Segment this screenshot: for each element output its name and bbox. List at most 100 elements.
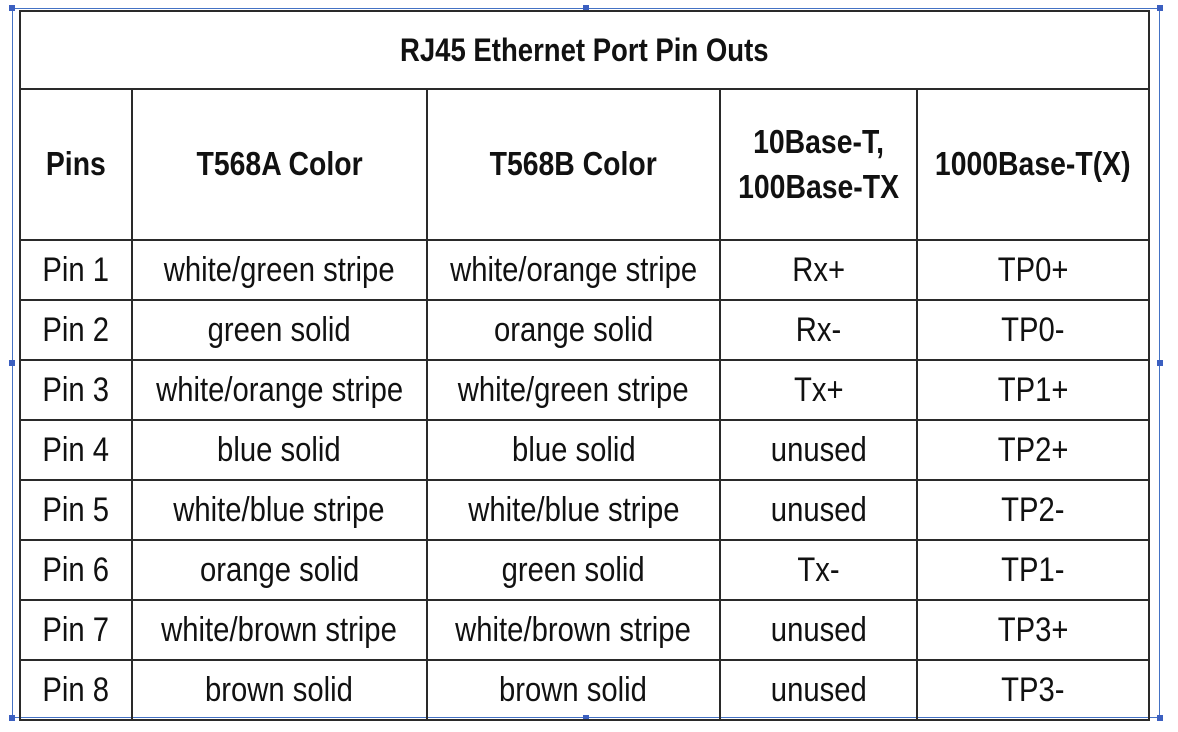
- table-cell: Pin 4: [19, 419, 133, 481]
- cell-text: TP0-: [1001, 310, 1065, 349]
- cell-text: Rx+: [792, 250, 846, 289]
- table-cell: brown solid: [425, 659, 722, 721]
- column-header: 1000Base-T(X): [916, 88, 1150, 241]
- table-cell: white/brown stripe: [130, 599, 428, 661]
- table-cell: unused: [719, 479, 919, 541]
- table-cell: orange solid: [130, 539, 428, 601]
- table-cell: Rx+: [719, 239, 919, 301]
- cell-text: white/brown stripe: [455, 610, 692, 649]
- column-header-text: T568B Color: [489, 145, 658, 183]
- table-cell: Pin 2: [19, 299, 133, 361]
- cell-text: orange solid: [199, 550, 359, 589]
- table-row: Pin 6 orange solid green solid Tx- TP1-: [19, 539, 1150, 601]
- column-header-text: 1000Base-T(X): [935, 145, 1131, 183]
- cell-text: blue solid: [511, 430, 636, 469]
- table-cell: Pin 7: [19, 599, 133, 661]
- table-row: Pin 5 white/blue stripe white/blue stripe u…: [19, 479, 1150, 541]
- table-cell: Pin 5: [19, 479, 133, 541]
- table-title-text: RJ45 Ethernet Port Pin Outs: [400, 31, 769, 68]
- table-cell: white/brown stripe: [425, 599, 722, 661]
- table-cell: TP1-: [916, 539, 1150, 601]
- table-row: Pin 2 green solid orange solid Rx- TP0-: [19, 299, 1150, 361]
- cell-text: unused: [770, 670, 867, 709]
- cell-text: blue solid: [217, 430, 341, 469]
- cell-text: TP0+: [997, 250, 1069, 289]
- cell-text: Pin 5: [42, 490, 110, 529]
- column-header-text: Pins: [45, 145, 106, 183]
- table-cell: Tx+: [719, 359, 919, 421]
- pinout-table: RJ45 Ethernet Port Pin Outs Pins T568A Co…: [19, 10, 1150, 721]
- table-cell: TP2+: [916, 419, 1150, 481]
- cell-text: Pin 3: [42, 370, 110, 409]
- cell-text: brown solid: [205, 670, 354, 709]
- cell-text: TP3-: [1001, 670, 1065, 709]
- cell-text: green solid: [207, 310, 351, 349]
- table-cell: TP0-: [916, 299, 1150, 361]
- table-cell: brown solid: [130, 659, 428, 721]
- table-cell: green solid: [130, 299, 428, 361]
- cell-text: Pin 8: [42, 670, 110, 709]
- table-cell: Tx-: [719, 539, 919, 601]
- resize-handle-bottom-right[interactable]: [1157, 715, 1163, 721]
- table-cell: orange solid: [425, 299, 722, 361]
- cell-text: TP2+: [997, 430, 1069, 469]
- table-cell: TP2-: [916, 479, 1150, 541]
- table-cell: white/blue stripe: [130, 479, 428, 541]
- table-cell: unused: [719, 599, 919, 661]
- table-cell: TP3+: [916, 599, 1150, 661]
- cell-text: white/blue stripe: [173, 490, 385, 529]
- resize-handle-top-left[interactable]: [9, 5, 15, 11]
- column-header-text: 10Base-T, 100Base-TX: [738, 122, 900, 205]
- cell-text: Pin 7: [42, 610, 110, 649]
- table-title: RJ45 Ethernet Port Pin Outs: [19, 10, 1150, 90]
- table-cell: TP3-: [916, 659, 1150, 721]
- table-row: Pin 8 brown solid brown solid unused TP3-: [19, 659, 1150, 721]
- cell-text: orange solid: [493, 310, 654, 349]
- table-cell: white/orange stripe: [425, 239, 722, 301]
- cell-text: brown solid: [499, 670, 648, 709]
- column-header: Pins: [19, 88, 133, 241]
- table-row: Pin 3 white/orange stripe white/green stri…: [19, 359, 1150, 421]
- cell-text: Pin 2: [42, 310, 110, 349]
- cell-text: Tx-: [797, 550, 840, 589]
- cell-text: TP2-: [1001, 490, 1065, 529]
- table-cell: blue solid: [425, 419, 722, 481]
- cell-text: Pin 6: [42, 550, 110, 589]
- table-cell: Pin 6: [19, 539, 133, 601]
- cell-text: white/brown stripe: [161, 610, 397, 649]
- cell-text: Tx+: [793, 370, 844, 409]
- table-cell: TP1+: [916, 359, 1150, 421]
- cell-text: unused: [770, 430, 867, 469]
- cell-text: unused: [770, 490, 867, 529]
- column-header: 10Base-T, 100Base-TX: [719, 88, 919, 241]
- table-cell: white/green stripe: [130, 239, 428, 301]
- resize-handle-top-right[interactable]: [1157, 5, 1163, 11]
- table-cell: Pin 1: [19, 239, 133, 301]
- table-cell: blue solid: [130, 419, 428, 481]
- table-cell: white/green stripe: [425, 359, 722, 421]
- column-header: T568A Color: [130, 88, 428, 241]
- cell-text: green solid: [501, 550, 645, 589]
- cell-text: white/orange stripe: [449, 250, 697, 289]
- cell-text: Pin 1: [42, 250, 110, 289]
- table-cell: white/orange stripe: [130, 359, 428, 421]
- table-cell: TP0+: [916, 239, 1150, 301]
- table-cell: green solid: [425, 539, 722, 601]
- table-cell: unused: [719, 659, 919, 721]
- resize-handle-top-center[interactable]: [583, 5, 589, 11]
- table-row: Pin 7 white/brown stripe white/brown strip…: [19, 599, 1150, 661]
- cell-text: unused: [770, 610, 867, 649]
- column-header: T568B Color: [425, 88, 722, 241]
- cell-text: white/green stripe: [163, 250, 395, 289]
- column-header-text: T568A Color: [196, 145, 363, 183]
- resize-handle-middle-right[interactable]: [1157, 360, 1163, 366]
- table-cell: Pin 8: [19, 659, 133, 721]
- table-row: Pin 4 blue solid blue solid unused TP2+: [19, 419, 1150, 481]
- resize-handle-middle-left[interactable]: [9, 360, 15, 366]
- table-cell: Pin 3: [19, 359, 133, 421]
- header-row: Pins T568A Color T568B Color 10Base-T, 100Ba…: [19, 88, 1150, 241]
- cell-text: TP1-: [1001, 550, 1065, 589]
- cell-text: TP3+: [997, 610, 1069, 649]
- resize-handle-bottom-left[interactable]: [9, 715, 15, 721]
- table-row: Pin 1 white/green stripe white/orange stri…: [19, 239, 1150, 301]
